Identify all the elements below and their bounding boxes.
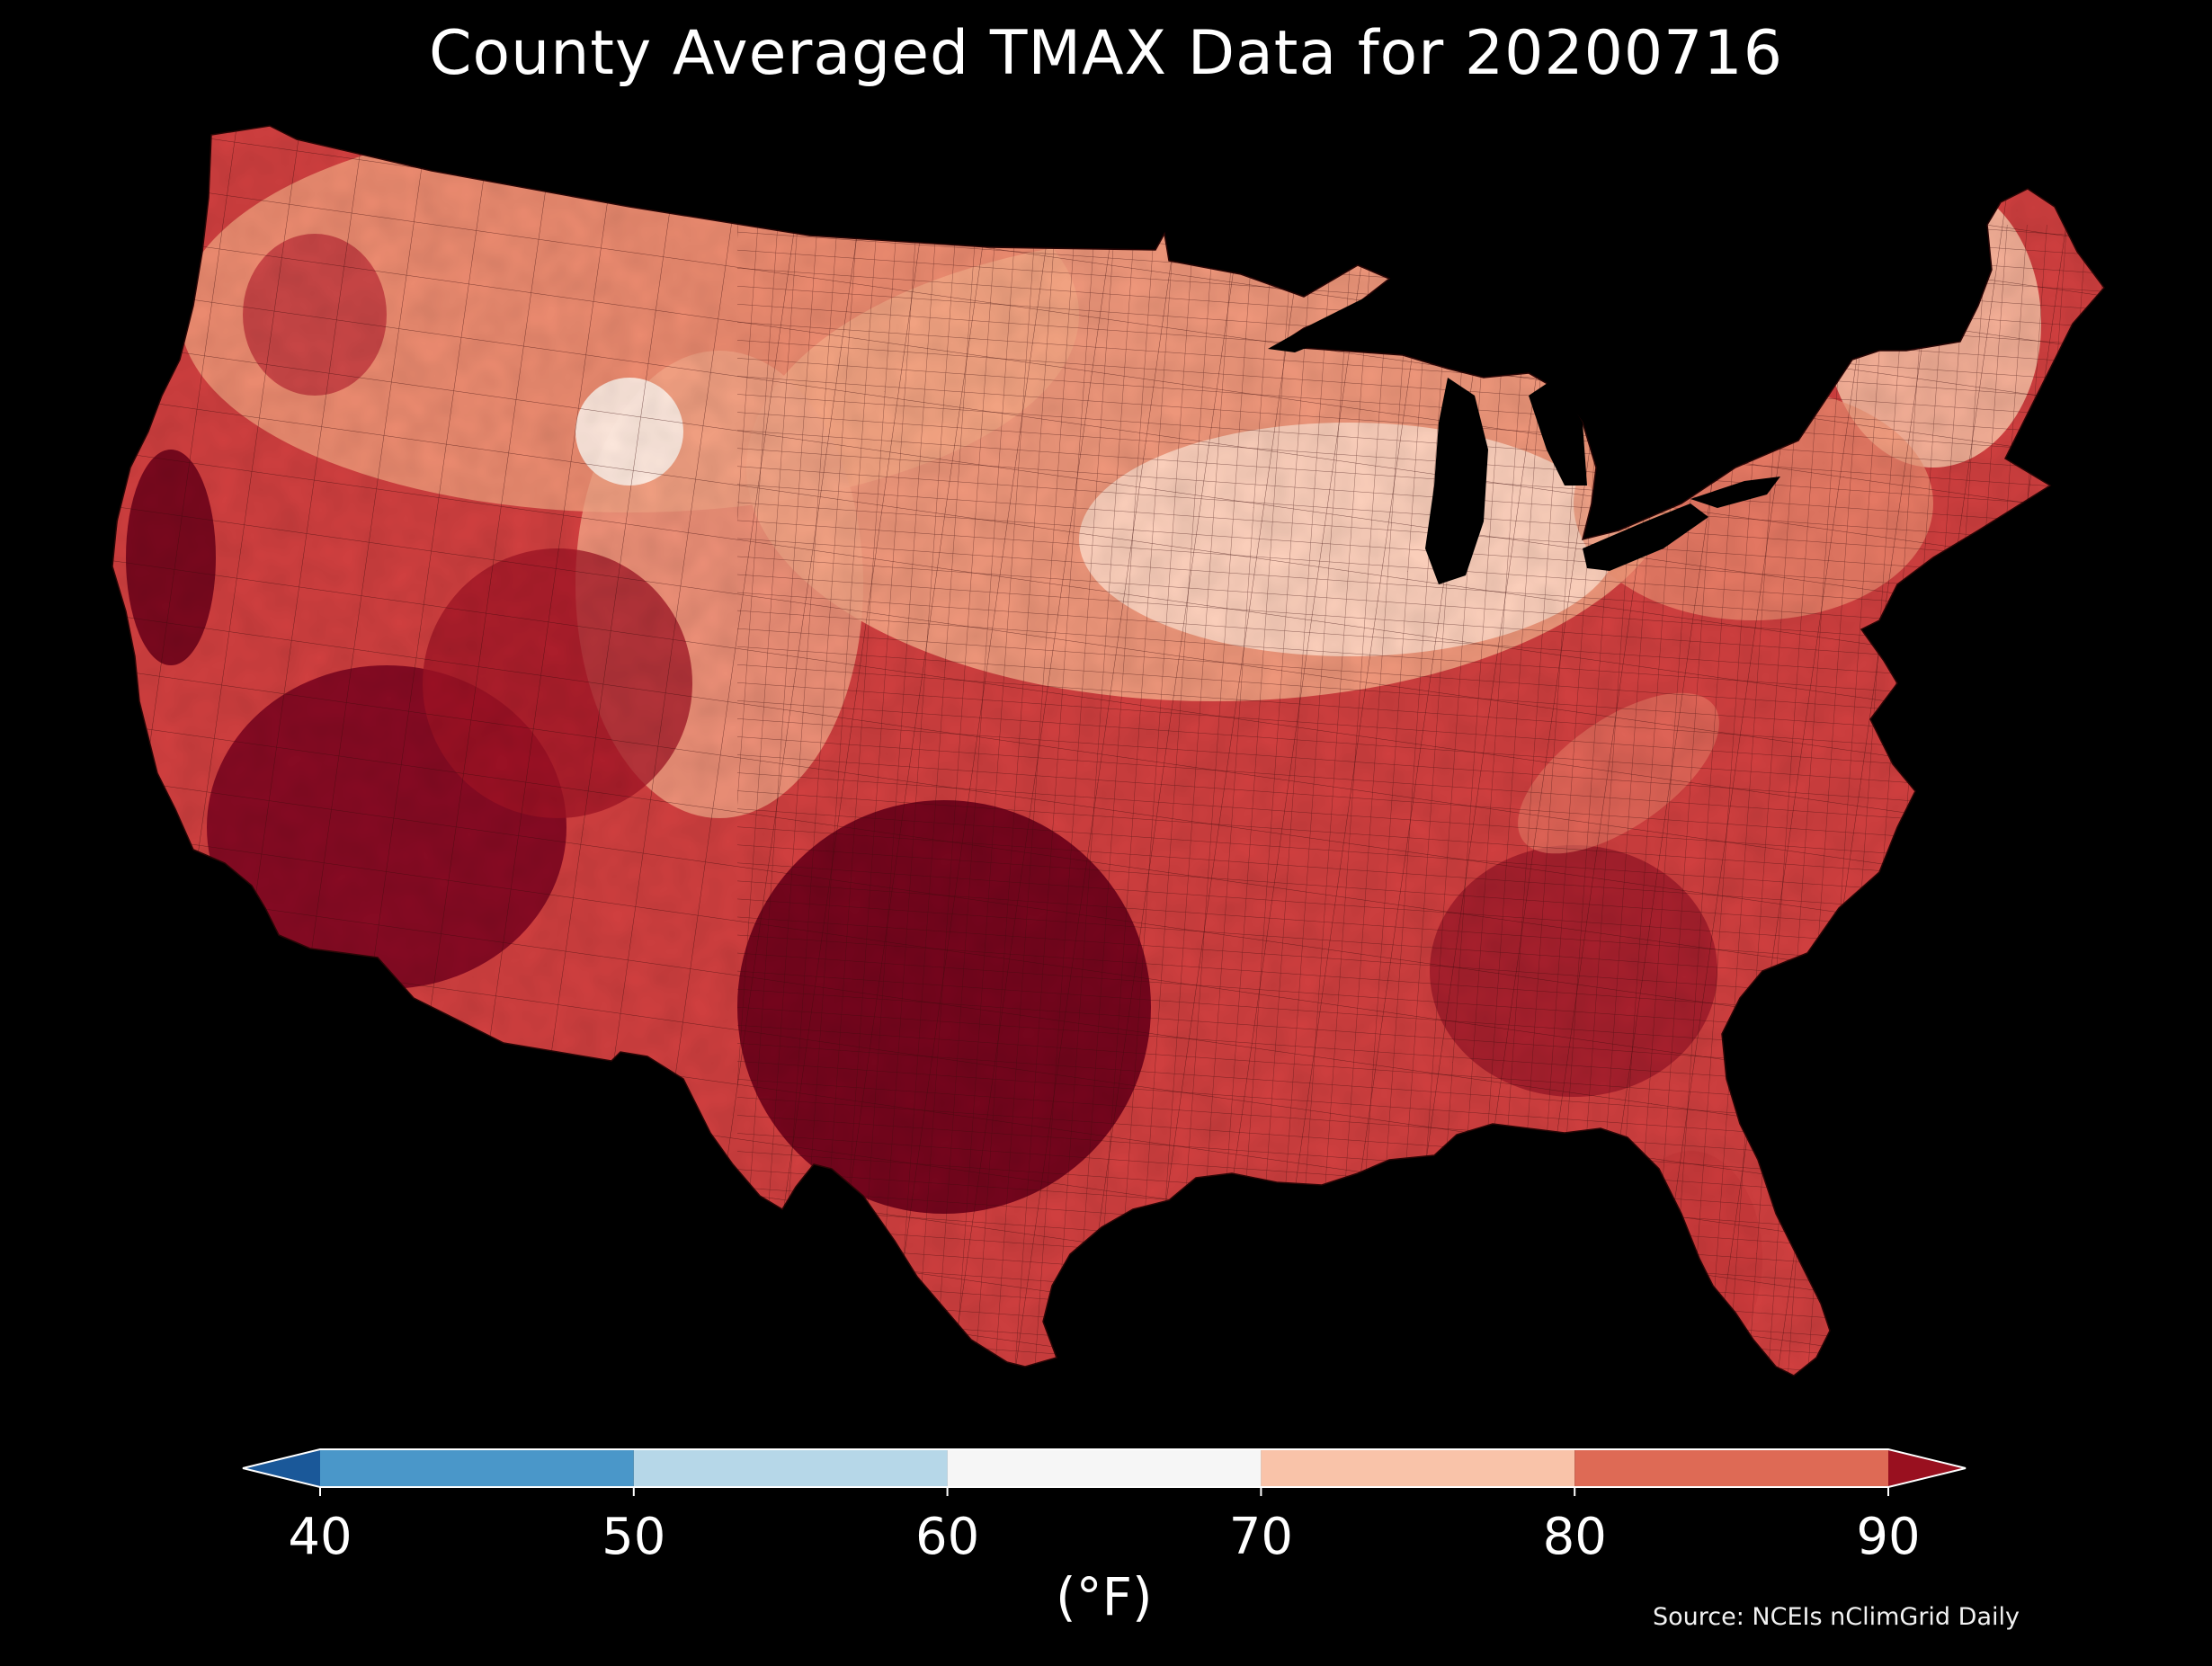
colorbar-bin-70-80 bbox=[1261, 1449, 1575, 1487]
colorbar-ticks: 40 50 60 70 80 90 bbox=[288, 1487, 1921, 1566]
colorbar-bin-40-50 bbox=[320, 1449, 634, 1487]
colorbar-tick-label: 80 bbox=[1543, 1508, 1607, 1566]
source-credit: Source: NCEIs nClimGrid Daily bbox=[1653, 1603, 2020, 1631]
colorbar-bin-80-90 bbox=[1574, 1449, 1888, 1487]
map-title: County Averaged TMAX Data for 20200716 bbox=[429, 18, 1783, 89]
colorbar-bin-50-60 bbox=[633, 1449, 948, 1487]
colorbar-extend-over bbox=[1888, 1449, 1966, 1487]
great-lakes bbox=[1268, 288, 1780, 584]
colorbar-tick-label: 60 bbox=[915, 1508, 979, 1566]
colorbar-tick-label: 40 bbox=[288, 1508, 352, 1566]
colorbar-tick-label: 50 bbox=[602, 1508, 665, 1566]
colorbar-unit-label: (°F) bbox=[1056, 1566, 1153, 1627]
colorbar-tick-label: 90 bbox=[1856, 1508, 1920, 1566]
colorbar-bin-60-70 bbox=[947, 1449, 1262, 1487]
colorbar-extend-under bbox=[243, 1449, 320, 1487]
colorbar-tick-label: 70 bbox=[1229, 1508, 1293, 1566]
colorbar-bins bbox=[242, 1448, 1967, 1488]
